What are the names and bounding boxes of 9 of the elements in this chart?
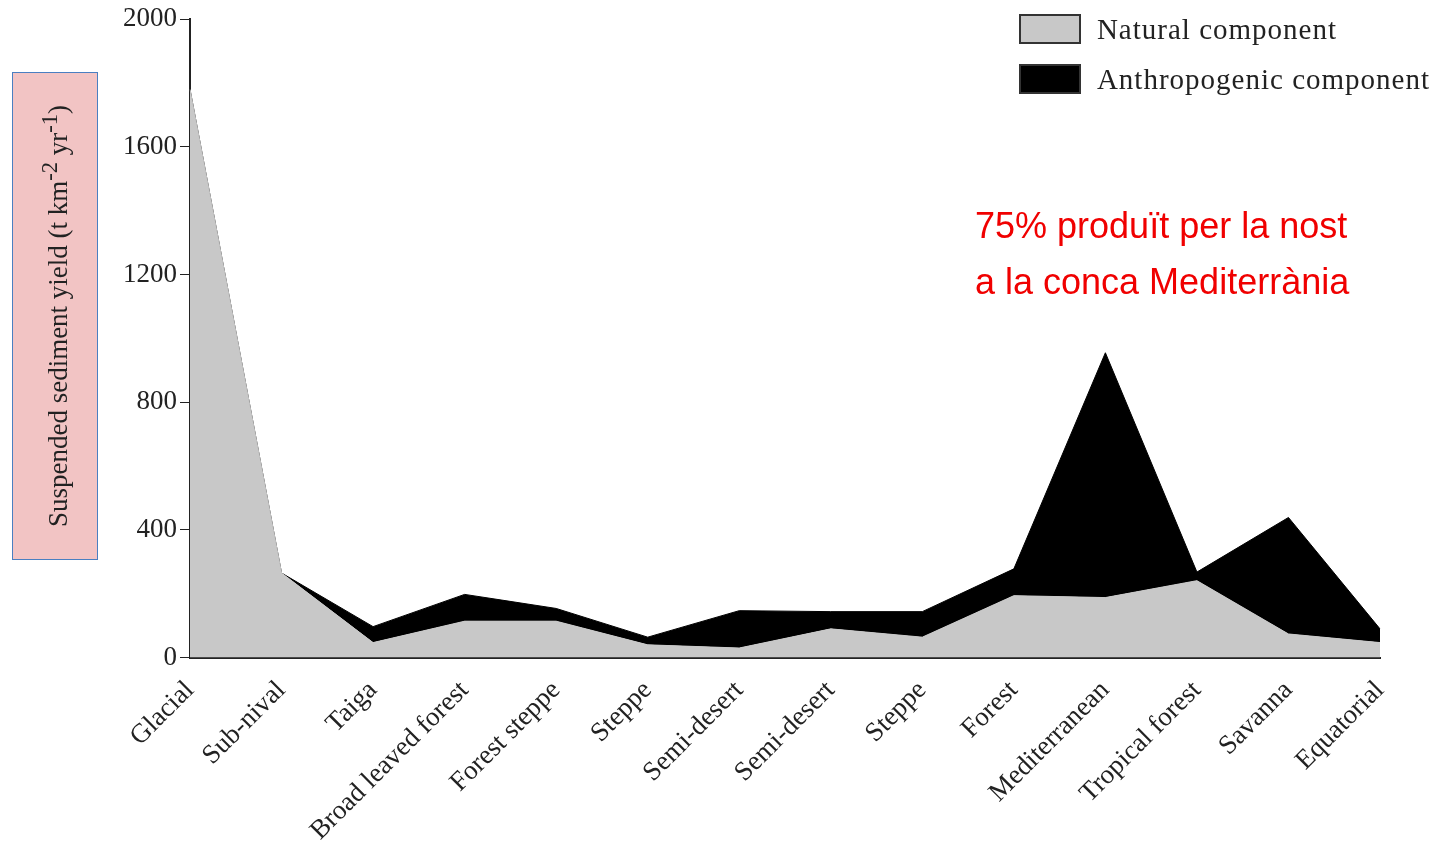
annotation: 75% produït per la nost a la conca Mediterrània [975, 204, 1350, 304]
legend-label: Anthropogenic component [1096, 62, 1430, 96]
y-tick-label: 800 [136, 385, 177, 416]
y-tick-label: 0 [163, 640, 177, 671]
y-tick-label: 2000 [123, 2, 177, 33]
y-tick-label: 400 [136, 513, 177, 544]
legend-label: Natural component [1096, 12, 1337, 46]
y-tick-label: 1600 [123, 129, 177, 160]
y-tick-label: 1200 [123, 257, 177, 288]
